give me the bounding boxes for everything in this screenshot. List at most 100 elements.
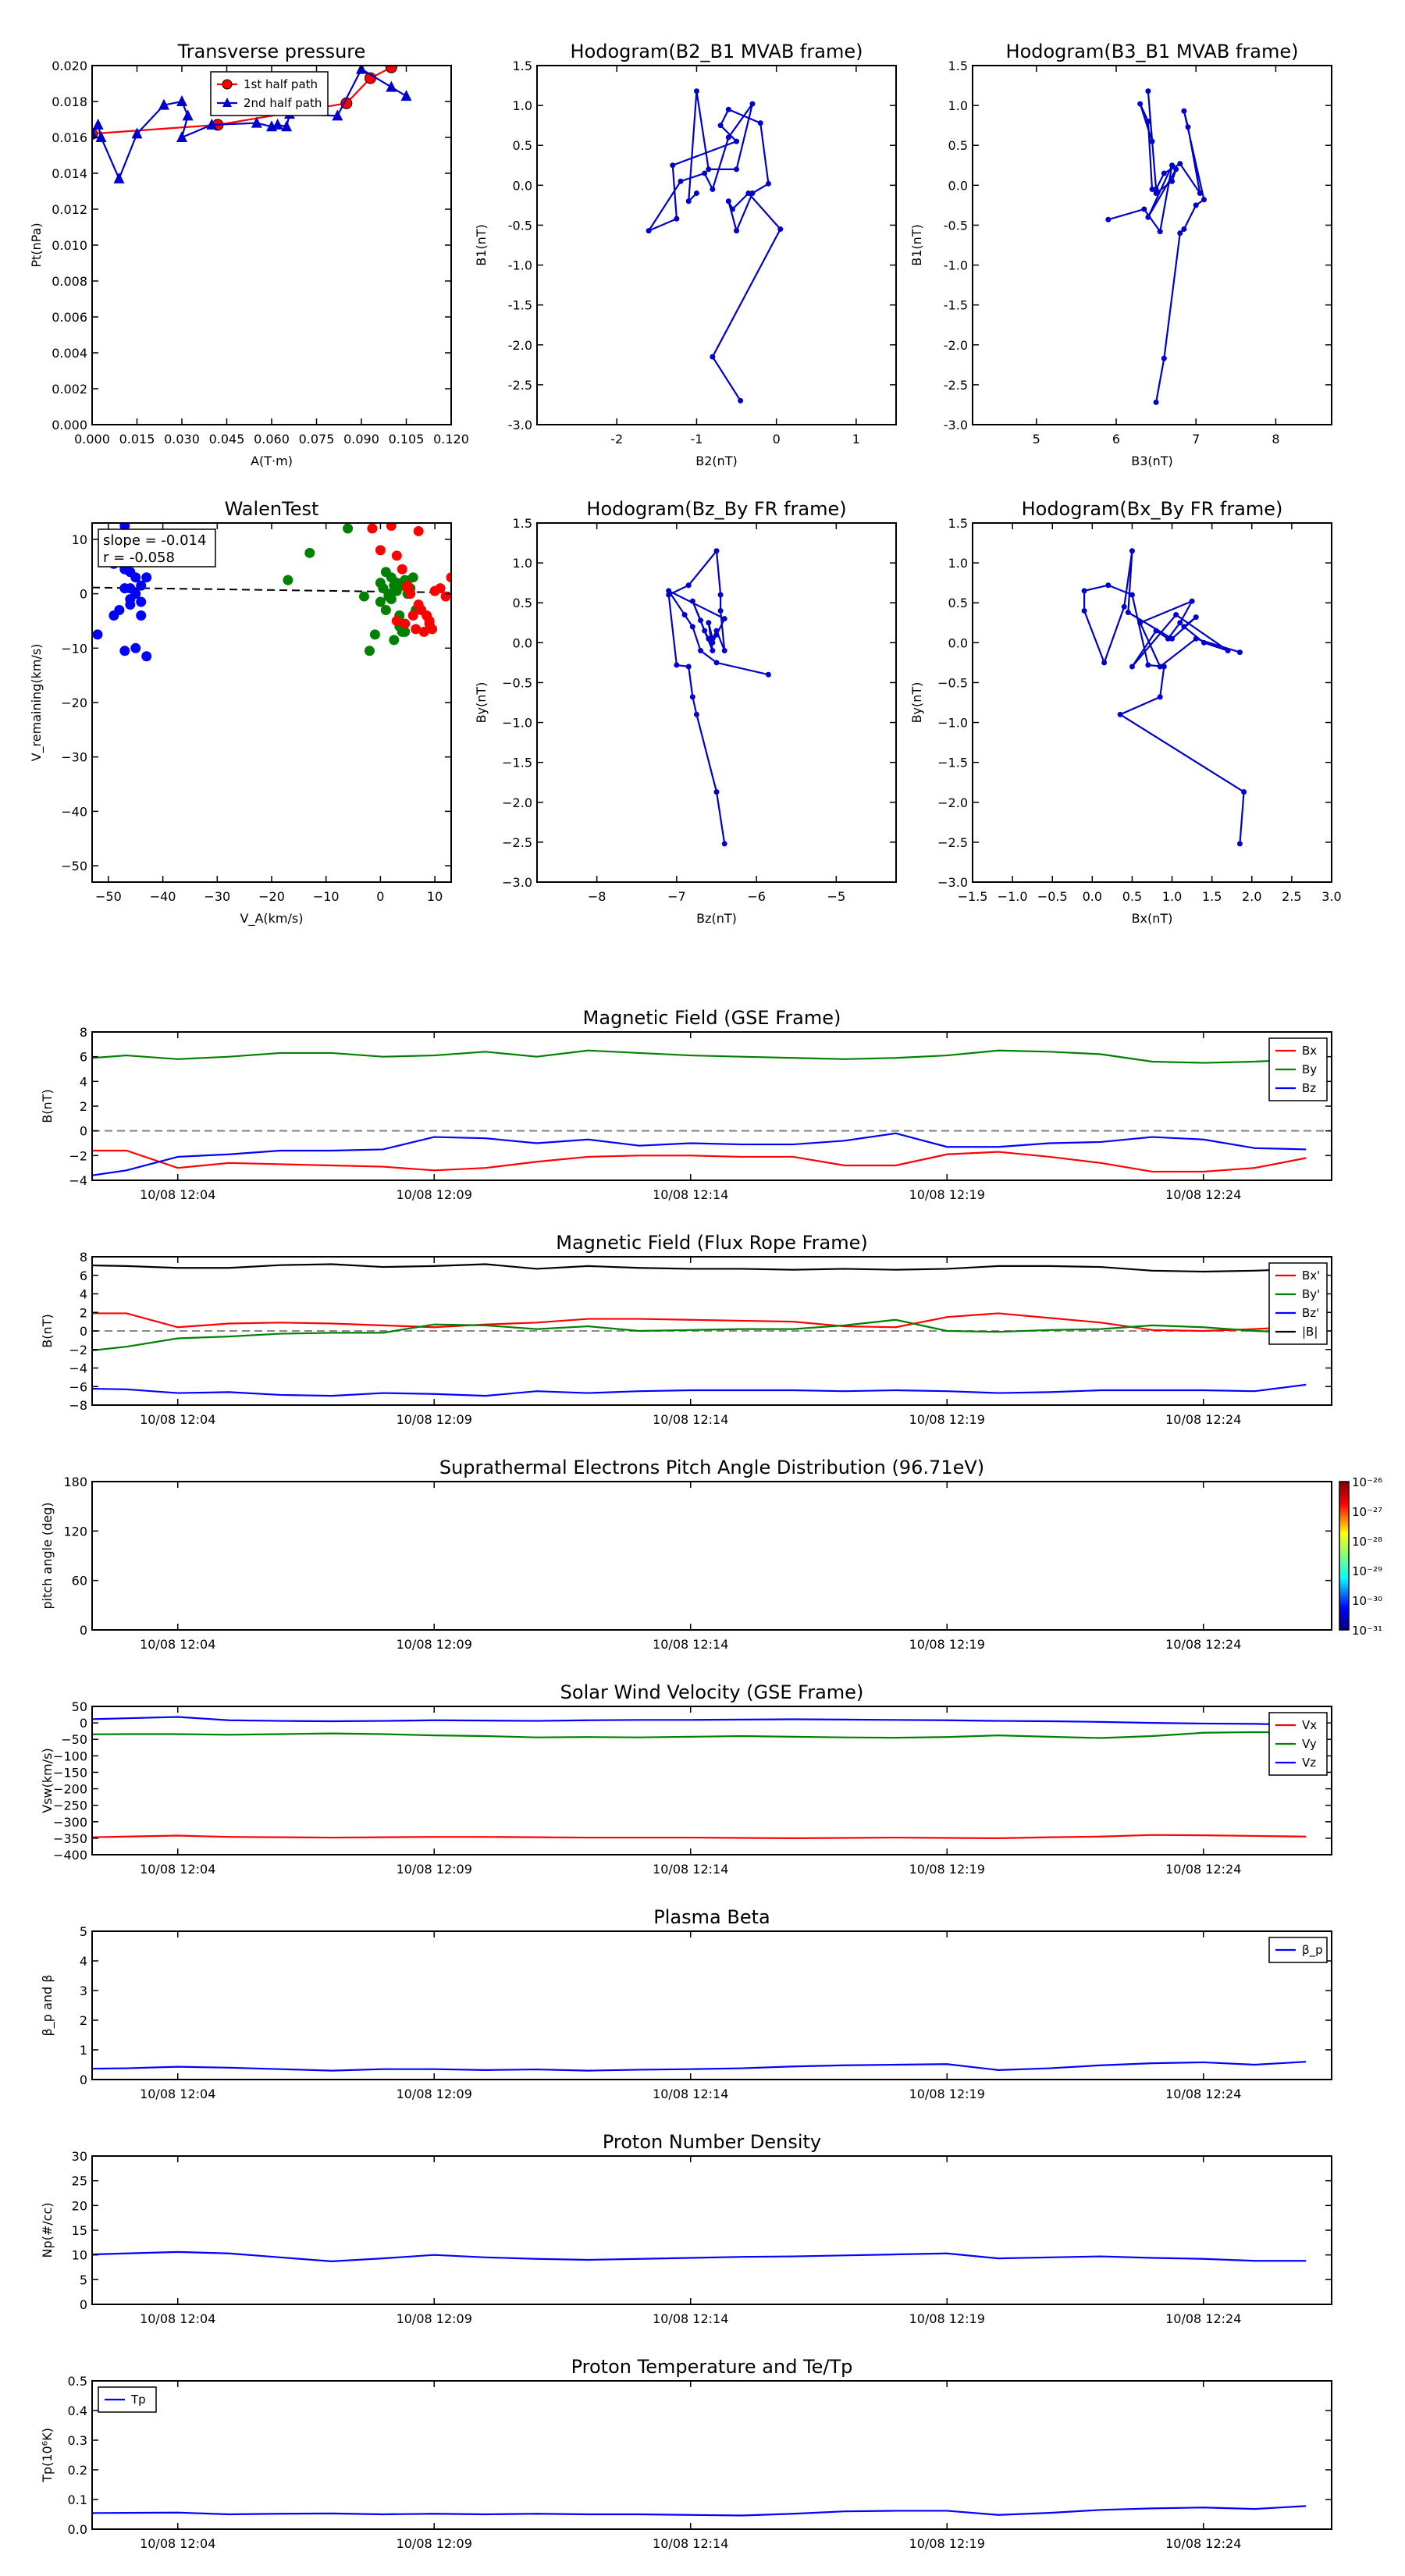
- x-tick-label: 10/08 12:04: [140, 2087, 215, 2101]
- data-point: [1121, 603, 1127, 610]
- y-tick-label: 180: [63, 1475, 87, 1489]
- data-point: [158, 98, 169, 110]
- plasma-beta-ylabel: β_p and β: [40, 1975, 55, 2037]
- legend-label: Bx': [1302, 1268, 1320, 1283]
- y-tick-label: 0.000: [52, 418, 87, 432]
- y-tick-label: −50: [61, 1732, 87, 1747]
- data-point: [678, 178, 684, 184]
- legend-marker: [222, 98, 232, 107]
- magnetic-field-gse-frame: [91, 1031, 1332, 1181]
- data-point: [1165, 635, 1171, 642]
- data-point: [721, 648, 727, 654]
- y-tick-label: 0.008: [52, 274, 87, 289]
- series-line-p: [92, 2061, 1307, 2072]
- x-tick-label: 10/08 12:19: [909, 1637, 985, 1652]
- x-tick-label: 10/08 12:14: [653, 2087, 728, 2101]
- data-point: [130, 572, 141, 583]
- x-tick-label: 0.120: [433, 432, 469, 447]
- y-tick-label: 0: [80, 1124, 87, 1139]
- magnetic-field-gse-chart: Magnetic Field (GSE Frame) −4 −2 0 2 4 6 8 10/08…: [40, 1007, 1332, 1202]
- data-point: [435, 583, 446, 594]
- transverse-pressure-legend: 1st half path 2nd half path: [210, 71, 329, 116]
- legend-box: [210, 71, 329, 116]
- data-point: [1101, 660, 1108, 666]
- data-point: [1161, 170, 1167, 176]
- y-tick-label: 30: [72, 2149, 87, 2164]
- legend-label: 2nd half path: [244, 96, 322, 110]
- data-point: [176, 131, 187, 142]
- y-tick-label: 4: [80, 1954, 87, 1969]
- walen-test-chart: WalenTest −50 −40 −30 −20 −10 0 10 −50 −40 −30 −20 −…: [29, 498, 452, 927]
- data-point: [206, 118, 218, 130]
- y-tick-label: −200: [53, 1782, 87, 1797]
- data-point: [1161, 664, 1167, 670]
- data-point: [1236, 649, 1243, 656]
- hodogram-b3-b1-ylabel: B1(nT): [909, 224, 924, 266]
- x-tick-label: 0.090: [343, 432, 379, 447]
- data-point: [1153, 186, 1159, 192]
- y-tick-label: −40: [61, 804, 87, 819]
- data-point: [734, 138, 740, 144]
- plasma-beta-frame: [91, 1930, 1332, 2080]
- data-point: [738, 397, 744, 404]
- solar-wind-velocity-plot-area: [92, 1716, 1307, 1839]
- proton-density-chart: Proton Number Density 0 5 10 15 20 25 30 10/08 1…: [40, 2131, 1332, 2326]
- transverse-pressure-title: Transverse pressure: [177, 41, 366, 62]
- y-tick-label: −250: [53, 1799, 87, 1813]
- data-point: [710, 354, 716, 360]
- y-tick-label: 6: [80, 1050, 87, 1065]
- y-tick-label: −1.0: [502, 716, 532, 731]
- data-point: [1169, 162, 1176, 169]
- x-tick-label: 10/08 12:19: [909, 1862, 985, 1877]
- series-line-b: [92, 1263, 1307, 1273]
- data-point: [1125, 609, 1131, 615]
- y-tick-label: −30: [61, 750, 87, 765]
- y-tick-label: −2.5: [502, 835, 532, 850]
- walen-test-xlabel: V_A(km/s): [240, 911, 304, 927]
- y-tick-label: 1.5: [948, 59, 968, 73]
- y-tick-label: 0.5: [68, 2374, 87, 2389]
- proton-density-plot-area: [92, 2250, 1307, 2263]
- data-point: [411, 624, 422, 635]
- y-tick-label: 4: [80, 1074, 87, 1089]
- y-tick-label: 0.5: [948, 596, 968, 610]
- data-point: [693, 711, 699, 717]
- data-point: [131, 127, 143, 139]
- x-tick-label: 6: [1112, 432, 1120, 447]
- data-point: [1117, 711, 1123, 717]
- legend-label: 1st half path: [244, 77, 318, 91]
- y-tick-label: −350: [53, 1831, 87, 1846]
- legend-label: Bz: [1302, 1081, 1316, 1095]
- series-line-by: [92, 1049, 1307, 1064]
- x-tick-label: 0.075: [299, 432, 335, 447]
- proton-temperature-ylabel: Tp(10⁶K): [40, 2428, 55, 2483]
- series-line-vx: [92, 1834, 1307, 1839]
- data-point: [424, 615, 435, 626]
- magnetic-field-fr-plot-area: [92, 1263, 1332, 1397]
- x-tick-label: 10/08 12:14: [653, 1637, 728, 1652]
- magnetic-field-fr-title: Magnetic Field (Flux Rope Frame): [556, 1232, 867, 1254]
- series-line-bx: [92, 1149, 1307, 1173]
- x-tick-label: 10/08 12:19: [909, 1187, 985, 1202]
- y-tick-label: 0.002: [52, 382, 87, 397]
- hodogram-b2-b1-xlabel: B2(nT): [695, 454, 738, 468]
- data-point: [380, 605, 391, 616]
- y-tick-label: −20: [61, 696, 87, 710]
- data-point: [1241, 788, 1247, 795]
- plasma-beta-plot-area: [92, 2061, 1307, 2072]
- magnetic-field-gse-ylabel: B(nT): [40, 1089, 55, 1123]
- y-tick-label: 2: [80, 2013, 87, 2028]
- x-tick-label: −1.5: [958, 889, 988, 904]
- x-tick-label: −8: [588, 889, 606, 904]
- data-point: [92, 629, 103, 640]
- data-point: [721, 841, 727, 847]
- y-tick-label: 2: [80, 1305, 87, 1320]
- data-point: [702, 628, 708, 634]
- y-tick-label: -2.0: [508, 338, 532, 353]
- series-line-bz: [92, 1132, 1307, 1176]
- data-point: [92, 118, 104, 130]
- data-point: [407, 572, 418, 583]
- x-tick-label: 10/08 12:09: [397, 2087, 472, 2101]
- y-tick-label: 8: [80, 1025, 87, 1040]
- data-point: [95, 131, 107, 142]
